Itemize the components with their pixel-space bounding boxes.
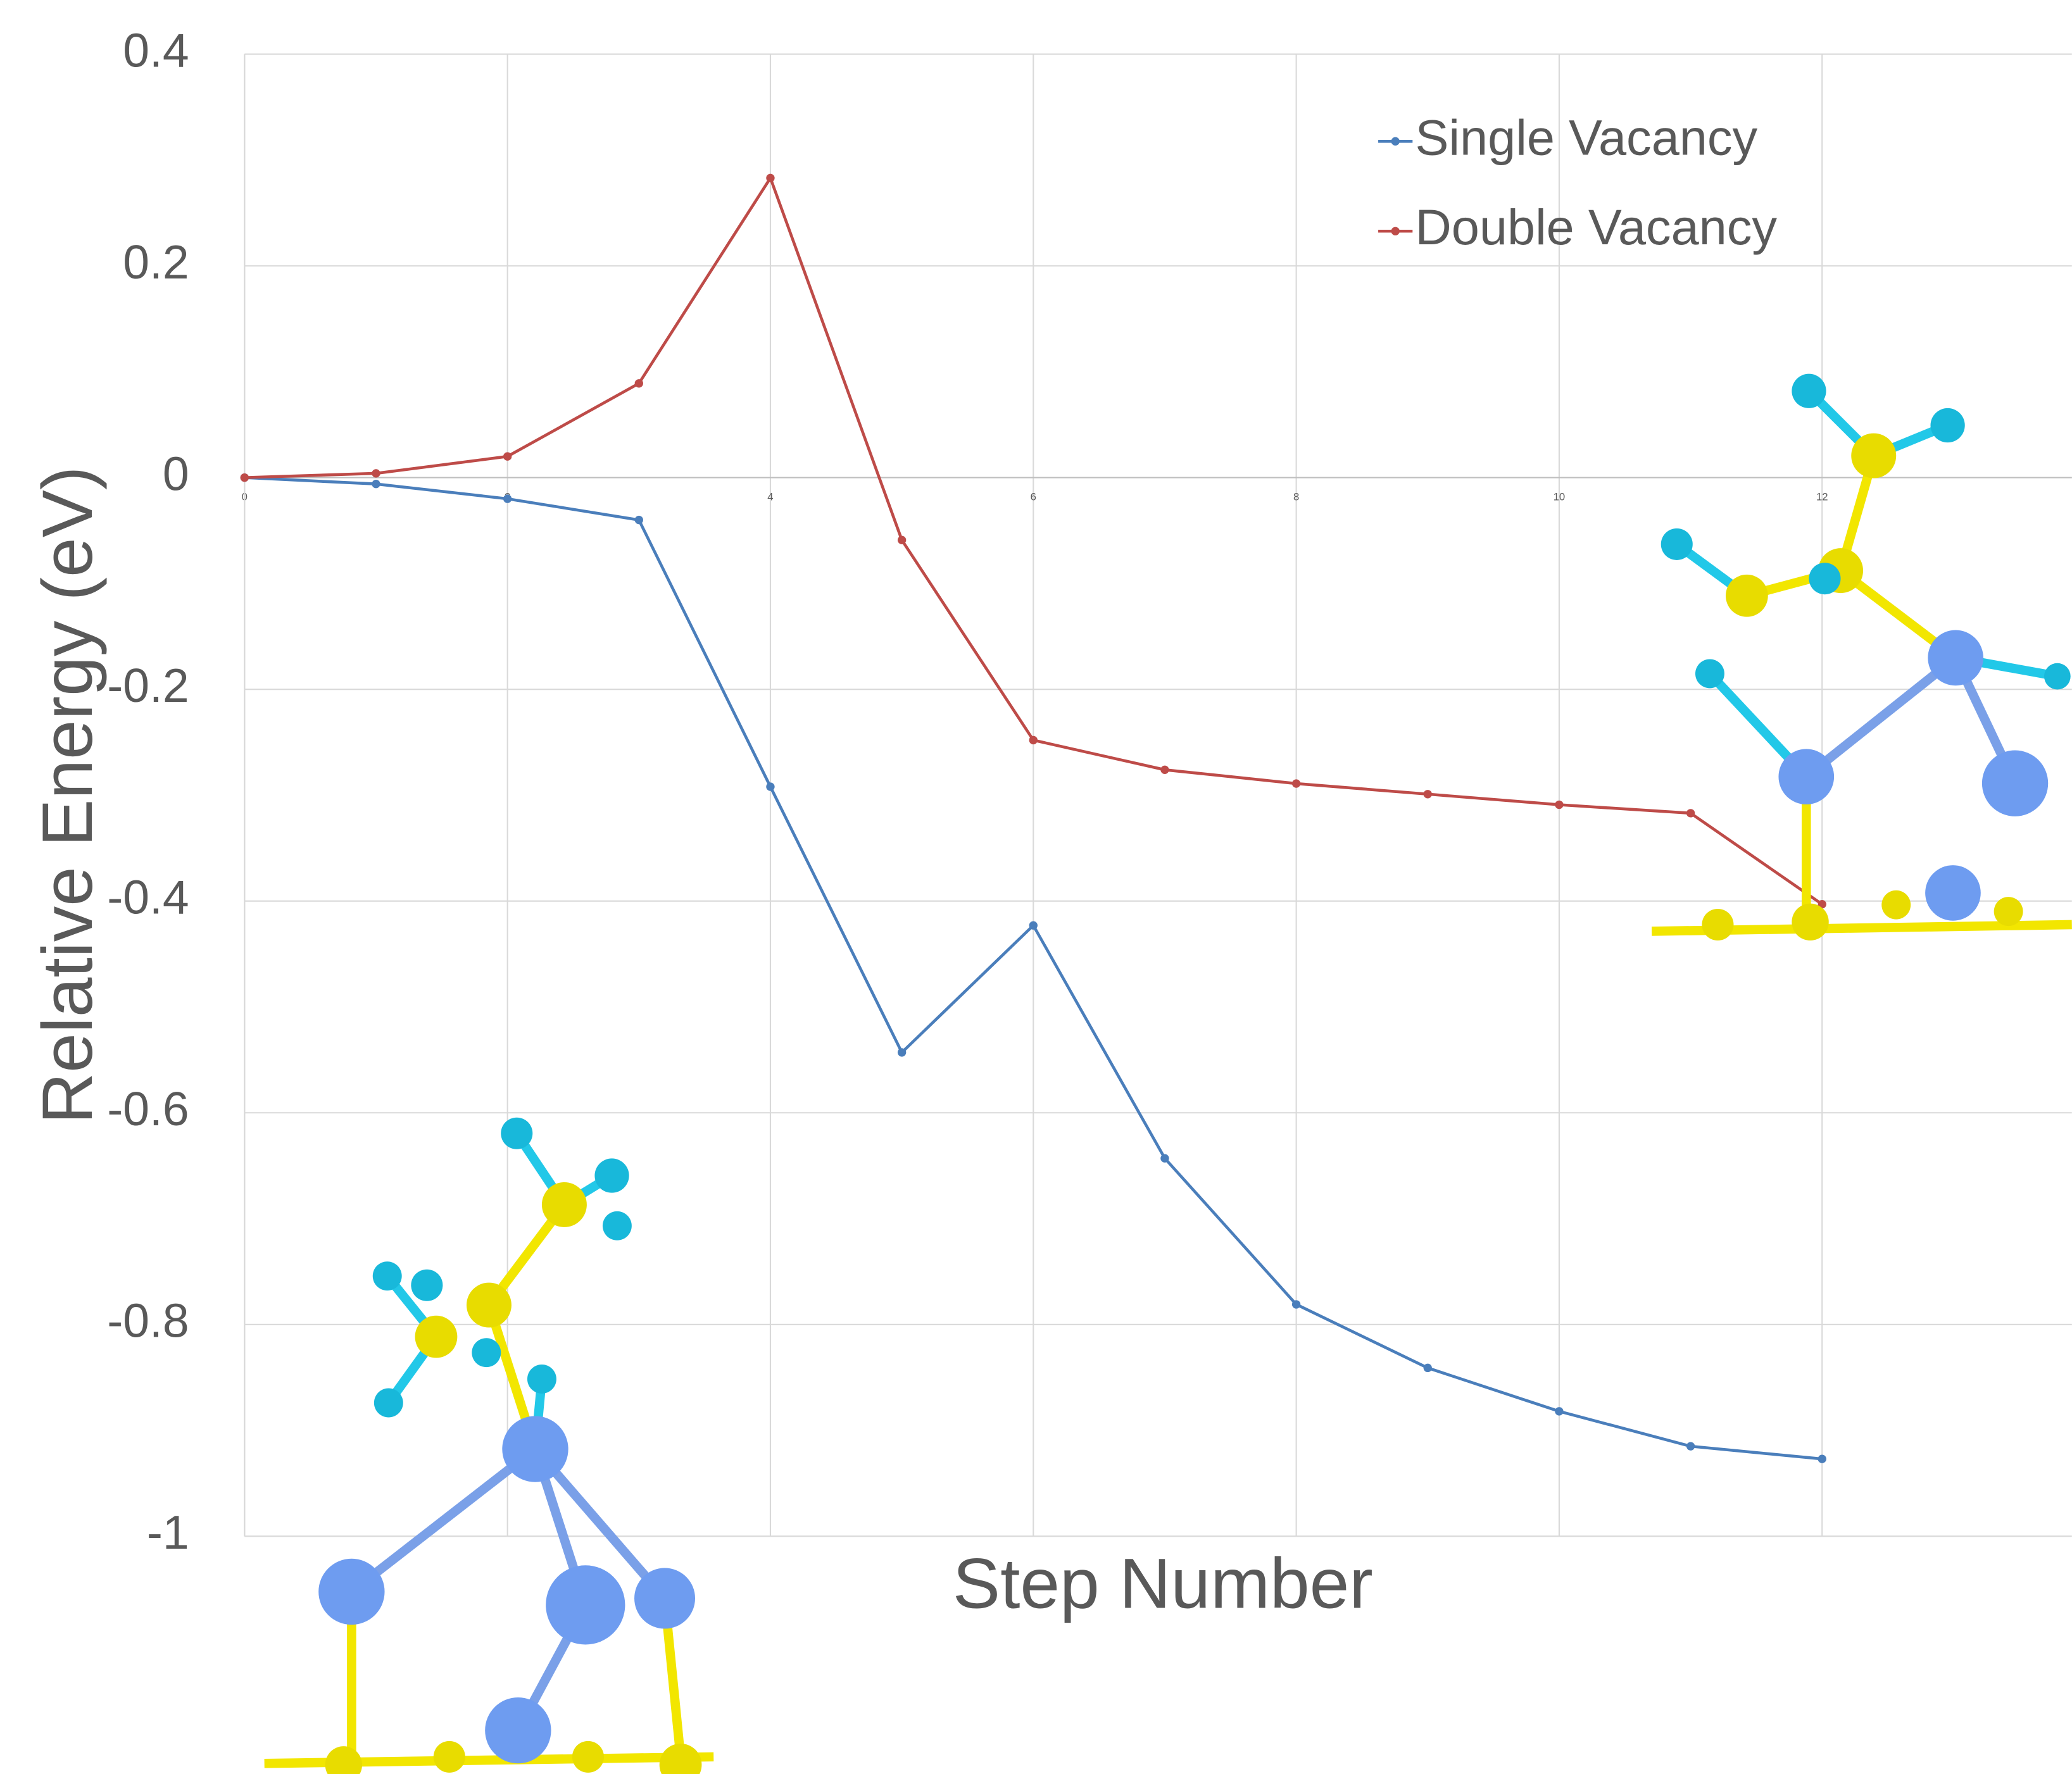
x-tick-label: 10: [1554, 490, 1566, 503]
molecule-inset-single: [265, 1118, 714, 1774]
x-tick-label: 6: [1031, 490, 1036, 503]
data-point: [1160, 1154, 1169, 1162]
data-point: [503, 494, 512, 503]
plot-area: 0.40.20-0.2-0.4-0.6-0.8-1024681012: [107, 23, 2072, 1559]
data-point: [1424, 1364, 1432, 1372]
data-point: [1160, 766, 1169, 774]
legend: Single Vacancy Double Vacancy: [1378, 109, 1777, 255]
data-point: [898, 1048, 906, 1056]
legend-marker: [1391, 137, 1400, 146]
y-tick-label: 0.2: [123, 235, 189, 289]
data-point: [503, 453, 512, 461]
bonds: [265, 1134, 714, 1764]
page: 0.40.20-0.2-0.4-0.6-0.8-1024681012 Step …: [0, 0, 2072, 1774]
data-point: [372, 469, 380, 477]
x-tick-label: 8: [1293, 490, 1299, 503]
x-tick-label: 12: [1816, 490, 1828, 503]
data-point: [635, 516, 643, 524]
data-point: [1292, 1300, 1300, 1308]
y-tick-label: -0.4: [107, 871, 189, 924]
y-tick-label: -0.8: [107, 1294, 189, 1347]
chart: 0.40.20-0.2-0.4-0.6-0.8-1024681012 Step …: [0, 0, 2072, 1774]
data-point: [898, 536, 906, 544]
data-point: [1029, 921, 1038, 930]
data-point: [1555, 801, 1563, 809]
y-axis-label: Relative Energy (eV): [27, 466, 107, 1125]
legend-marker: [1391, 227, 1400, 235]
data-point: [1686, 809, 1695, 817]
x-axis-label: Step Number: [953, 1544, 1373, 1623]
legend-label: Single Vacancy: [1416, 109, 1758, 165]
legend-label: Double Vacancy: [1416, 199, 1778, 255]
y-tick-label: 0.4: [123, 23, 189, 77]
data-point: [1029, 736, 1038, 744]
data-point: [372, 480, 380, 488]
data-point: [766, 174, 774, 182]
data-point: [1292, 779, 1300, 787]
molecule-inset-double: [1652, 374, 2072, 940]
atoms: [318, 1118, 701, 1774]
y-tick-label: -0.6: [107, 1082, 189, 1135]
data-point: [1686, 1442, 1695, 1450]
x-tick-label: 4: [767, 490, 773, 503]
data-point: [1424, 790, 1432, 798]
data-point: [766, 782, 774, 790]
y-tick-label: 0: [163, 447, 189, 500]
data-point: [241, 473, 249, 482]
y-tick-label: -0.2: [107, 659, 189, 712]
data-point: [1555, 1407, 1563, 1415]
y-tick-label: -1: [147, 1506, 189, 1559]
data-point: [635, 379, 643, 387]
atoms: [1661, 374, 2071, 940]
data-point: [1818, 1455, 1826, 1463]
